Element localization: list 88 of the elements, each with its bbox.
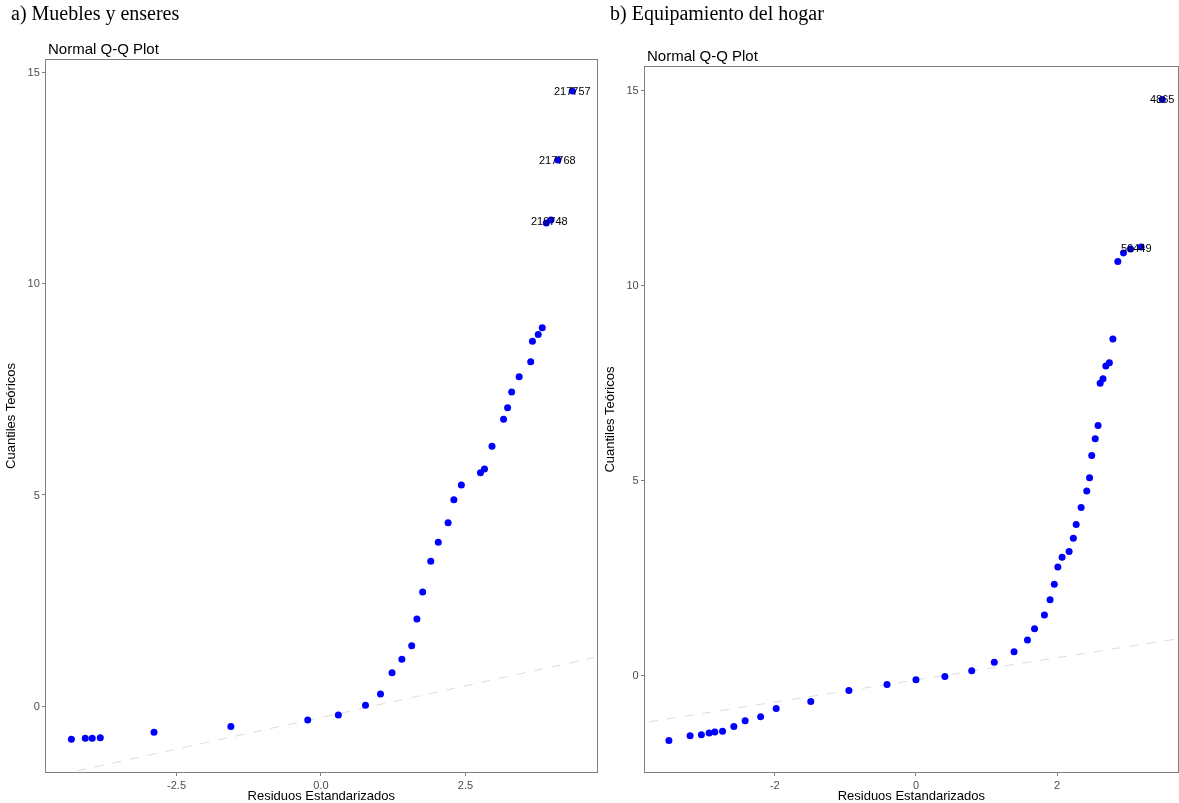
point (697, 731, 705, 739)
point (67, 735, 75, 743)
point (444, 519, 452, 527)
point (361, 701, 369, 709)
point (1040, 611, 1048, 619)
point (1054, 563, 1062, 571)
point (398, 655, 406, 663)
x-tick-label: 2.5 (457, 778, 474, 791)
point (388, 669, 396, 677)
point (480, 465, 488, 473)
point (883, 680, 891, 688)
point (1050, 580, 1058, 588)
point (845, 687, 853, 695)
point (1114, 258, 1122, 266)
y-tick-label: 10 (626, 279, 639, 292)
point (434, 538, 442, 546)
chart-subtitle: Normal Q-Q Plot (48, 40, 160, 57)
point (508, 388, 516, 396)
x-tick-label: 0 (912, 778, 920, 791)
y-tick-label: 5 (33, 488, 40, 501)
point (1031, 625, 1039, 633)
y-axis-title: Cuantiles Teóricos (602, 366, 618, 473)
point (377, 690, 384, 698)
chart-title: a) Muebles y enseres (11, 2, 180, 25)
point (334, 711, 342, 719)
point (1077, 503, 1085, 511)
point (534, 331, 542, 339)
point (1065, 547, 1073, 555)
point (304, 716, 312, 724)
chart-title: b) Equipamiento del hogar (610, 2, 825, 25)
point (990, 658, 998, 666)
y-tick-label: 5 (632, 474, 639, 487)
point (1023, 636, 1031, 644)
point (1099, 375, 1107, 383)
point (1086, 474, 1094, 482)
x-tick-label: 0.0 (313, 778, 329, 791)
point (500, 415, 508, 423)
point (807, 698, 815, 706)
point (1072, 521, 1080, 529)
x-axis-title: Residuos Estandarizados (247, 788, 396, 803)
point (538, 324, 546, 332)
point (1058, 553, 1066, 561)
y-tick-label: 15 (626, 84, 639, 97)
point (527, 358, 535, 366)
point (741, 717, 749, 725)
point (81, 734, 89, 742)
y-tick-label: 10 (27, 277, 40, 290)
x-tick-label: 2 (1054, 778, 1061, 791)
point (772, 705, 780, 713)
point (413, 615, 421, 623)
point (227, 722, 235, 730)
point (515, 373, 523, 381)
chart-subtitle: Normal Q-Q Plot (647, 47, 759, 64)
point (488, 442, 496, 450)
y-tick-label: 15 (27, 65, 40, 78)
point (504, 404, 512, 412)
point (1091, 435, 1099, 443)
point (1083, 487, 1091, 495)
point (1010, 648, 1018, 656)
point (757, 713, 765, 721)
point (427, 557, 435, 565)
point (1094, 422, 1102, 430)
point (457, 481, 465, 489)
point (1109, 335, 1117, 343)
y-axis-title: Cuantiles Teóricos (3, 362, 19, 469)
x-tick-label: -2 (769, 778, 780, 791)
point (968, 667, 976, 675)
point (150, 728, 158, 736)
point (912, 676, 920, 684)
point (88, 734, 96, 742)
point (941, 673, 949, 681)
point (408, 642, 416, 650)
point (96, 734, 104, 742)
point (1046, 596, 1054, 604)
x-tick-label: -2.5 (167, 778, 187, 791)
point (711, 728, 719, 736)
point (1088, 452, 1096, 460)
point (686, 732, 694, 740)
point (665, 737, 673, 744)
y-tick-label: 0 (33, 700, 40, 713)
point (450, 496, 458, 504)
point (719, 727, 727, 735)
x-axis-title: Residuos Estandarizados (837, 788, 986, 803)
point (419, 588, 427, 596)
y-tick-label: 0 (632, 668, 639, 681)
point (1069, 534, 1077, 542)
point (730, 722, 738, 730)
point (528, 337, 536, 345)
